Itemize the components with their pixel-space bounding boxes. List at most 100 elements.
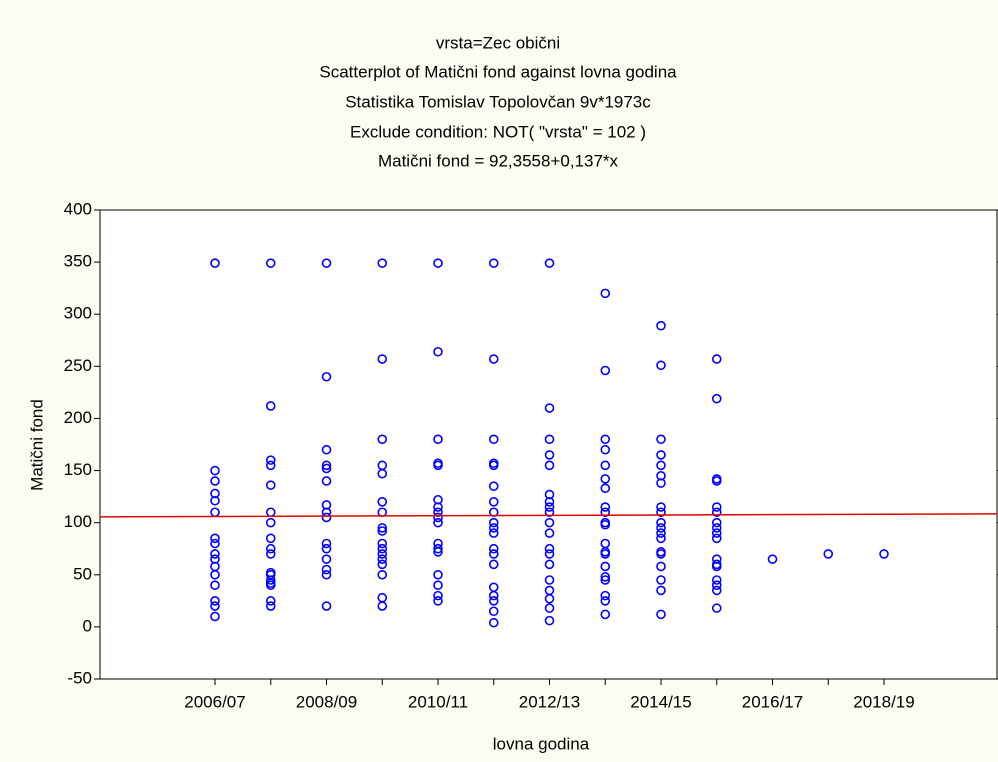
point <box>377 354 388 364</box>
x-tick-label: 2016/17 <box>742 692 803 711</box>
point <box>711 580 722 591</box>
point <box>210 538 220 549</box>
point <box>377 559 388 570</box>
point <box>321 554 332 564</box>
x-tick-label: 2018/19 <box>853 692 914 711</box>
point <box>433 590 443 601</box>
y-tick-label: 300 <box>64 304 92 323</box>
point <box>544 543 555 554</box>
point <box>433 547 443 557</box>
point <box>488 517 499 528</box>
point <box>711 603 722 613</box>
point <box>377 526 388 536</box>
point <box>656 320 666 331</box>
point <box>656 609 666 620</box>
point <box>265 460 276 471</box>
point <box>210 533 220 544</box>
point <box>600 507 611 518</box>
point <box>265 533 276 544</box>
point <box>544 450 555 460</box>
y-tick-label: 250 <box>64 356 92 375</box>
point <box>321 569 332 580</box>
point <box>210 495 220 506</box>
point <box>823 549 834 559</box>
point <box>488 528 499 538</box>
point <box>433 596 443 606</box>
point <box>656 561 666 572</box>
point <box>488 523 499 533</box>
point <box>656 434 666 445</box>
point <box>656 528 666 538</box>
point <box>210 611 220 622</box>
y-tick-label: 0 <box>83 616 92 635</box>
point <box>210 580 220 591</box>
point <box>600 502 611 512</box>
point <box>321 444 332 455</box>
point <box>711 561 722 572</box>
point <box>711 393 722 404</box>
point <box>433 434 443 445</box>
point <box>711 585 722 596</box>
point <box>600 609 611 620</box>
point <box>321 543 332 554</box>
point <box>600 288 611 299</box>
y-tick-label: 50 <box>73 564 92 583</box>
point <box>544 559 555 570</box>
y-tick-label: -50 <box>67 668 92 687</box>
point <box>544 258 555 268</box>
point <box>377 601 388 611</box>
point <box>711 517 722 528</box>
point <box>210 569 220 580</box>
point <box>433 569 443 580</box>
point <box>656 523 666 533</box>
point <box>767 554 778 564</box>
point <box>544 403 555 413</box>
point <box>488 559 499 570</box>
x-tick-label: 2006/07 <box>184 692 245 711</box>
point <box>265 455 276 465</box>
point <box>377 549 388 559</box>
point <box>600 434 611 445</box>
point <box>210 549 220 559</box>
point <box>377 434 388 445</box>
point <box>544 549 555 559</box>
point <box>377 497 388 507</box>
point <box>656 450 666 460</box>
point <box>544 593 555 604</box>
point <box>321 512 332 523</box>
point <box>656 575 666 585</box>
point <box>433 460 443 471</box>
plot-area <box>99 209 998 680</box>
point <box>265 401 276 411</box>
point <box>433 258 443 268</box>
point <box>488 606 499 617</box>
point <box>544 575 555 585</box>
title: Matični fond = 92,3558+0,137*x <box>378 151 619 170</box>
point <box>600 575 611 585</box>
point <box>544 497 555 507</box>
point <box>210 476 220 486</box>
point <box>488 549 499 559</box>
point <box>544 615 555 626</box>
point <box>210 258 220 268</box>
point <box>600 590 611 601</box>
point <box>656 517 666 528</box>
point <box>600 474 611 484</box>
point <box>321 601 332 611</box>
y-tick-label: 200 <box>64 408 92 427</box>
point <box>656 478 666 488</box>
point <box>600 549 611 559</box>
point <box>544 502 555 512</box>
point <box>321 564 332 575</box>
point <box>544 528 555 538</box>
title: Scatterplot of Matični fond against lovn… <box>319 62 677 81</box>
point <box>656 360 666 371</box>
point <box>488 481 499 491</box>
point <box>711 507 722 518</box>
point <box>265 258 276 268</box>
point <box>488 460 499 471</box>
point <box>656 533 666 544</box>
point <box>488 543 499 554</box>
point <box>433 502 443 512</box>
point <box>321 476 332 486</box>
